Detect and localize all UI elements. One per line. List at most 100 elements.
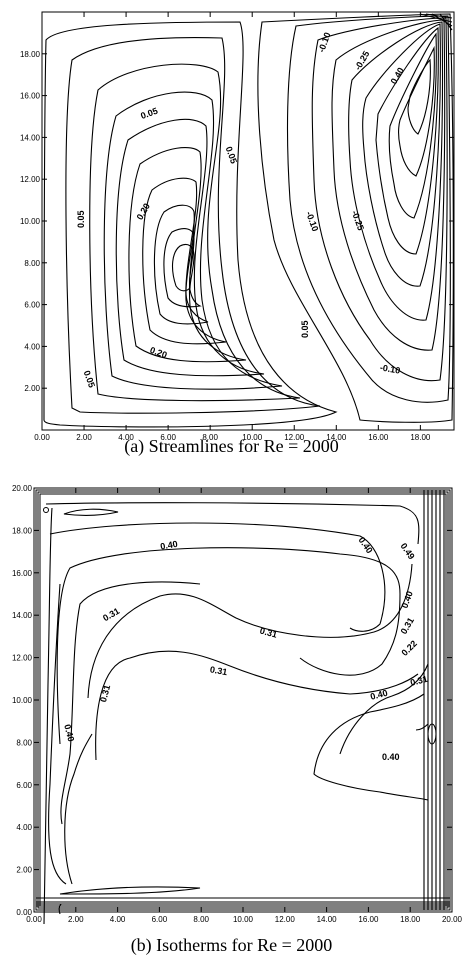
x-tick-label: 20.00 [442,915,463,924]
contour-label: -0.10 [316,31,332,54]
y-tick-label: 10.00 [12,696,33,705]
y-tick-label: 18.00 [20,50,41,59]
y-tick-label: 14.00 [20,133,41,142]
corner-streamlines [419,13,453,31]
x-tick-label: 4.00 [110,915,126,924]
x-tick-label: 6.00 [152,915,168,924]
contour-label: 0.05 [76,210,86,228]
contour-label: 0.05 [300,320,310,338]
isotherm [313,693,429,801]
contour-label: 0.40 [62,723,76,743]
contour-label: 0.20 [149,345,169,360]
x-tick-label: 6.00 [160,433,176,442]
isotherms-plot: 0.00 2.00 4.00 6.00 8.00 10.00 12.00 14.00 16.00… [12,484,463,925]
streamline [375,26,439,255]
streamline [388,32,437,219]
y-tick-label: 18.00 [12,526,33,535]
streamline [311,17,448,382]
contour-label: 0.40 [159,539,178,552]
y-tick-label: 2.00 [24,384,40,393]
contour-label: 0.05 [139,106,159,121]
x-tick-label: 10.00 [233,915,254,924]
right-vortex-streamlines [257,13,454,423]
interior-isotherms [43,502,437,925]
x-tick-label: 8.00 [202,433,218,442]
plot-frame [33,487,453,913]
contour-label: 0.40 [369,688,389,702]
streamline [257,13,454,423]
isotherm [60,581,201,825]
streamlines-panel: 0.00 2.00 4.00 6.00 8.00 10.00 12.00 14.00 16.00… [0,0,463,470]
contour-labels: 0.40 0.40 0.49 0.31 0.31 0.40 0.31 0.22 … [62,535,429,762]
isotherm [58,903,63,915]
y-tick-label: 12.00 [20,175,41,184]
x-tick-label: 10.00 [242,433,263,442]
x-tick-label: 2.00 [76,433,92,442]
y-tick-label: 4.00 [24,342,40,351]
y-tick-label: 14.00 [12,611,33,620]
isotherm [45,502,420,545]
streamline [115,118,265,377]
y-tick-label: 20.00 [12,484,33,493]
streamline [348,21,444,321]
x-tick-label: 12.00 [275,915,296,924]
streamline [163,228,202,308]
streamline [331,19,446,351]
x-tick-label: 0.00 [34,433,50,442]
contour-label: -0.10 [304,210,320,233]
contour-label: 0.40 [356,535,374,555]
axis-ticks: 0.00 2.00 4.00 6.00 8.00 10.00 12.00 14.00 16.00… [12,484,463,924]
contour-label: 0.05 [82,369,97,389]
contour-label: 0.31 [259,626,279,640]
x-tick-label: 14.00 [326,433,347,442]
contour-label: 0.31 [409,674,429,688]
streamlines-plot: 0.00 2.00 4.00 6.00 8.00 10.00 12.00 14.00 16.00… [20,11,455,442]
y-tick-label: 6.00 [16,781,32,790]
bottom-eddy [59,886,201,895]
x-tick-label: 8.00 [193,915,209,924]
contour-label: 0.31 [98,684,112,704]
x-tick-label: 0.00 [26,915,42,924]
streamline [89,63,301,402]
streamline [286,15,451,403]
contour-label: -0.25 [350,209,366,232]
streamline [43,21,338,428]
isotherm-island [427,723,437,745]
x-tick-label: 12.00 [284,433,305,442]
contour-label: 0.22 [400,638,419,657]
y-tick-label: 2.00 [16,866,32,875]
streamline [142,177,227,345]
x-tick-label: 14.00 [317,915,338,924]
y-tick-label: 10.00 [20,217,41,226]
isotherms-caption: (b) Isotherms for Re = 2000 [130,935,333,955]
y-tick-label: 8.00 [16,738,32,747]
streamline [153,204,209,325]
y-tick-label: 16.00 [20,92,41,101]
contour-label: 0.31 [209,664,228,677]
isotherm [415,723,429,731]
y-tick-label: 0.00 [16,908,32,917]
axis-ticks: 0.00 2.00 4.00 6.00 8.00 10.00 12.00 14.00 16.00… [20,12,454,442]
y-tick-label: 6.00 [24,301,40,310]
bottom-wall-isotherms [36,897,450,907]
right-wall-isotherms [423,490,445,910]
y-tick-label: 16.00 [12,569,33,578]
streamline [128,147,247,363]
corner-eddy [43,507,49,513]
x-tick-label: 4.00 [118,433,134,442]
x-tick-label: 2.00 [68,915,84,924]
left-vortex-streamlines [43,21,338,428]
streamline [65,36,321,414]
contour-label: 0.20 [135,201,152,221]
isotherm [48,583,67,885]
streamline [171,243,195,292]
isotherm [95,650,419,761]
contour-label: 0.40 [400,590,415,610]
x-tick-label: 18.00 [410,433,431,442]
streamlines-caption: (a) Streamlines for Re = 2000 [124,436,339,456]
contour-label: 0.49 [398,541,416,561]
contour-label: 0.40 [389,66,406,86]
isotherm [64,733,93,885]
contour-label: 0.05 [224,145,239,165]
x-tick-label: 16.00 [358,915,379,924]
